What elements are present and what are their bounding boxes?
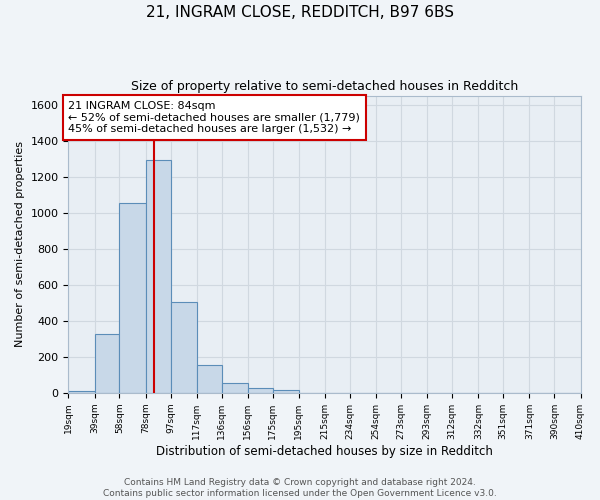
- Bar: [248, 388, 273, 393]
- Bar: [119, 203, 146, 393]
- Bar: [146, 160, 170, 393]
- Bar: [273, 390, 299, 393]
- Bar: [95, 334, 119, 393]
- Bar: [68, 391, 95, 393]
- Text: 21, INGRAM CLOSE, REDDITCH, B97 6BS: 21, INGRAM CLOSE, REDDITCH, B97 6BS: [146, 5, 454, 20]
- Bar: [197, 365, 221, 393]
- X-axis label: Distribution of semi-detached houses by size in Redditch: Distribution of semi-detached houses by …: [156, 444, 493, 458]
- Title: Size of property relative to semi-detached houses in Redditch: Size of property relative to semi-detach…: [131, 80, 518, 93]
- Bar: [221, 383, 248, 393]
- Text: 21 INGRAM CLOSE: 84sqm
← 52% of semi-detached houses are smaller (1,779)
45% of : 21 INGRAM CLOSE: 84sqm ← 52% of semi-det…: [68, 101, 360, 134]
- Y-axis label: Number of semi-detached properties: Number of semi-detached properties: [15, 141, 25, 347]
- Text: Contains HM Land Registry data © Crown copyright and database right 2024.
Contai: Contains HM Land Registry data © Crown c…: [103, 478, 497, 498]
- Bar: [170, 302, 197, 393]
